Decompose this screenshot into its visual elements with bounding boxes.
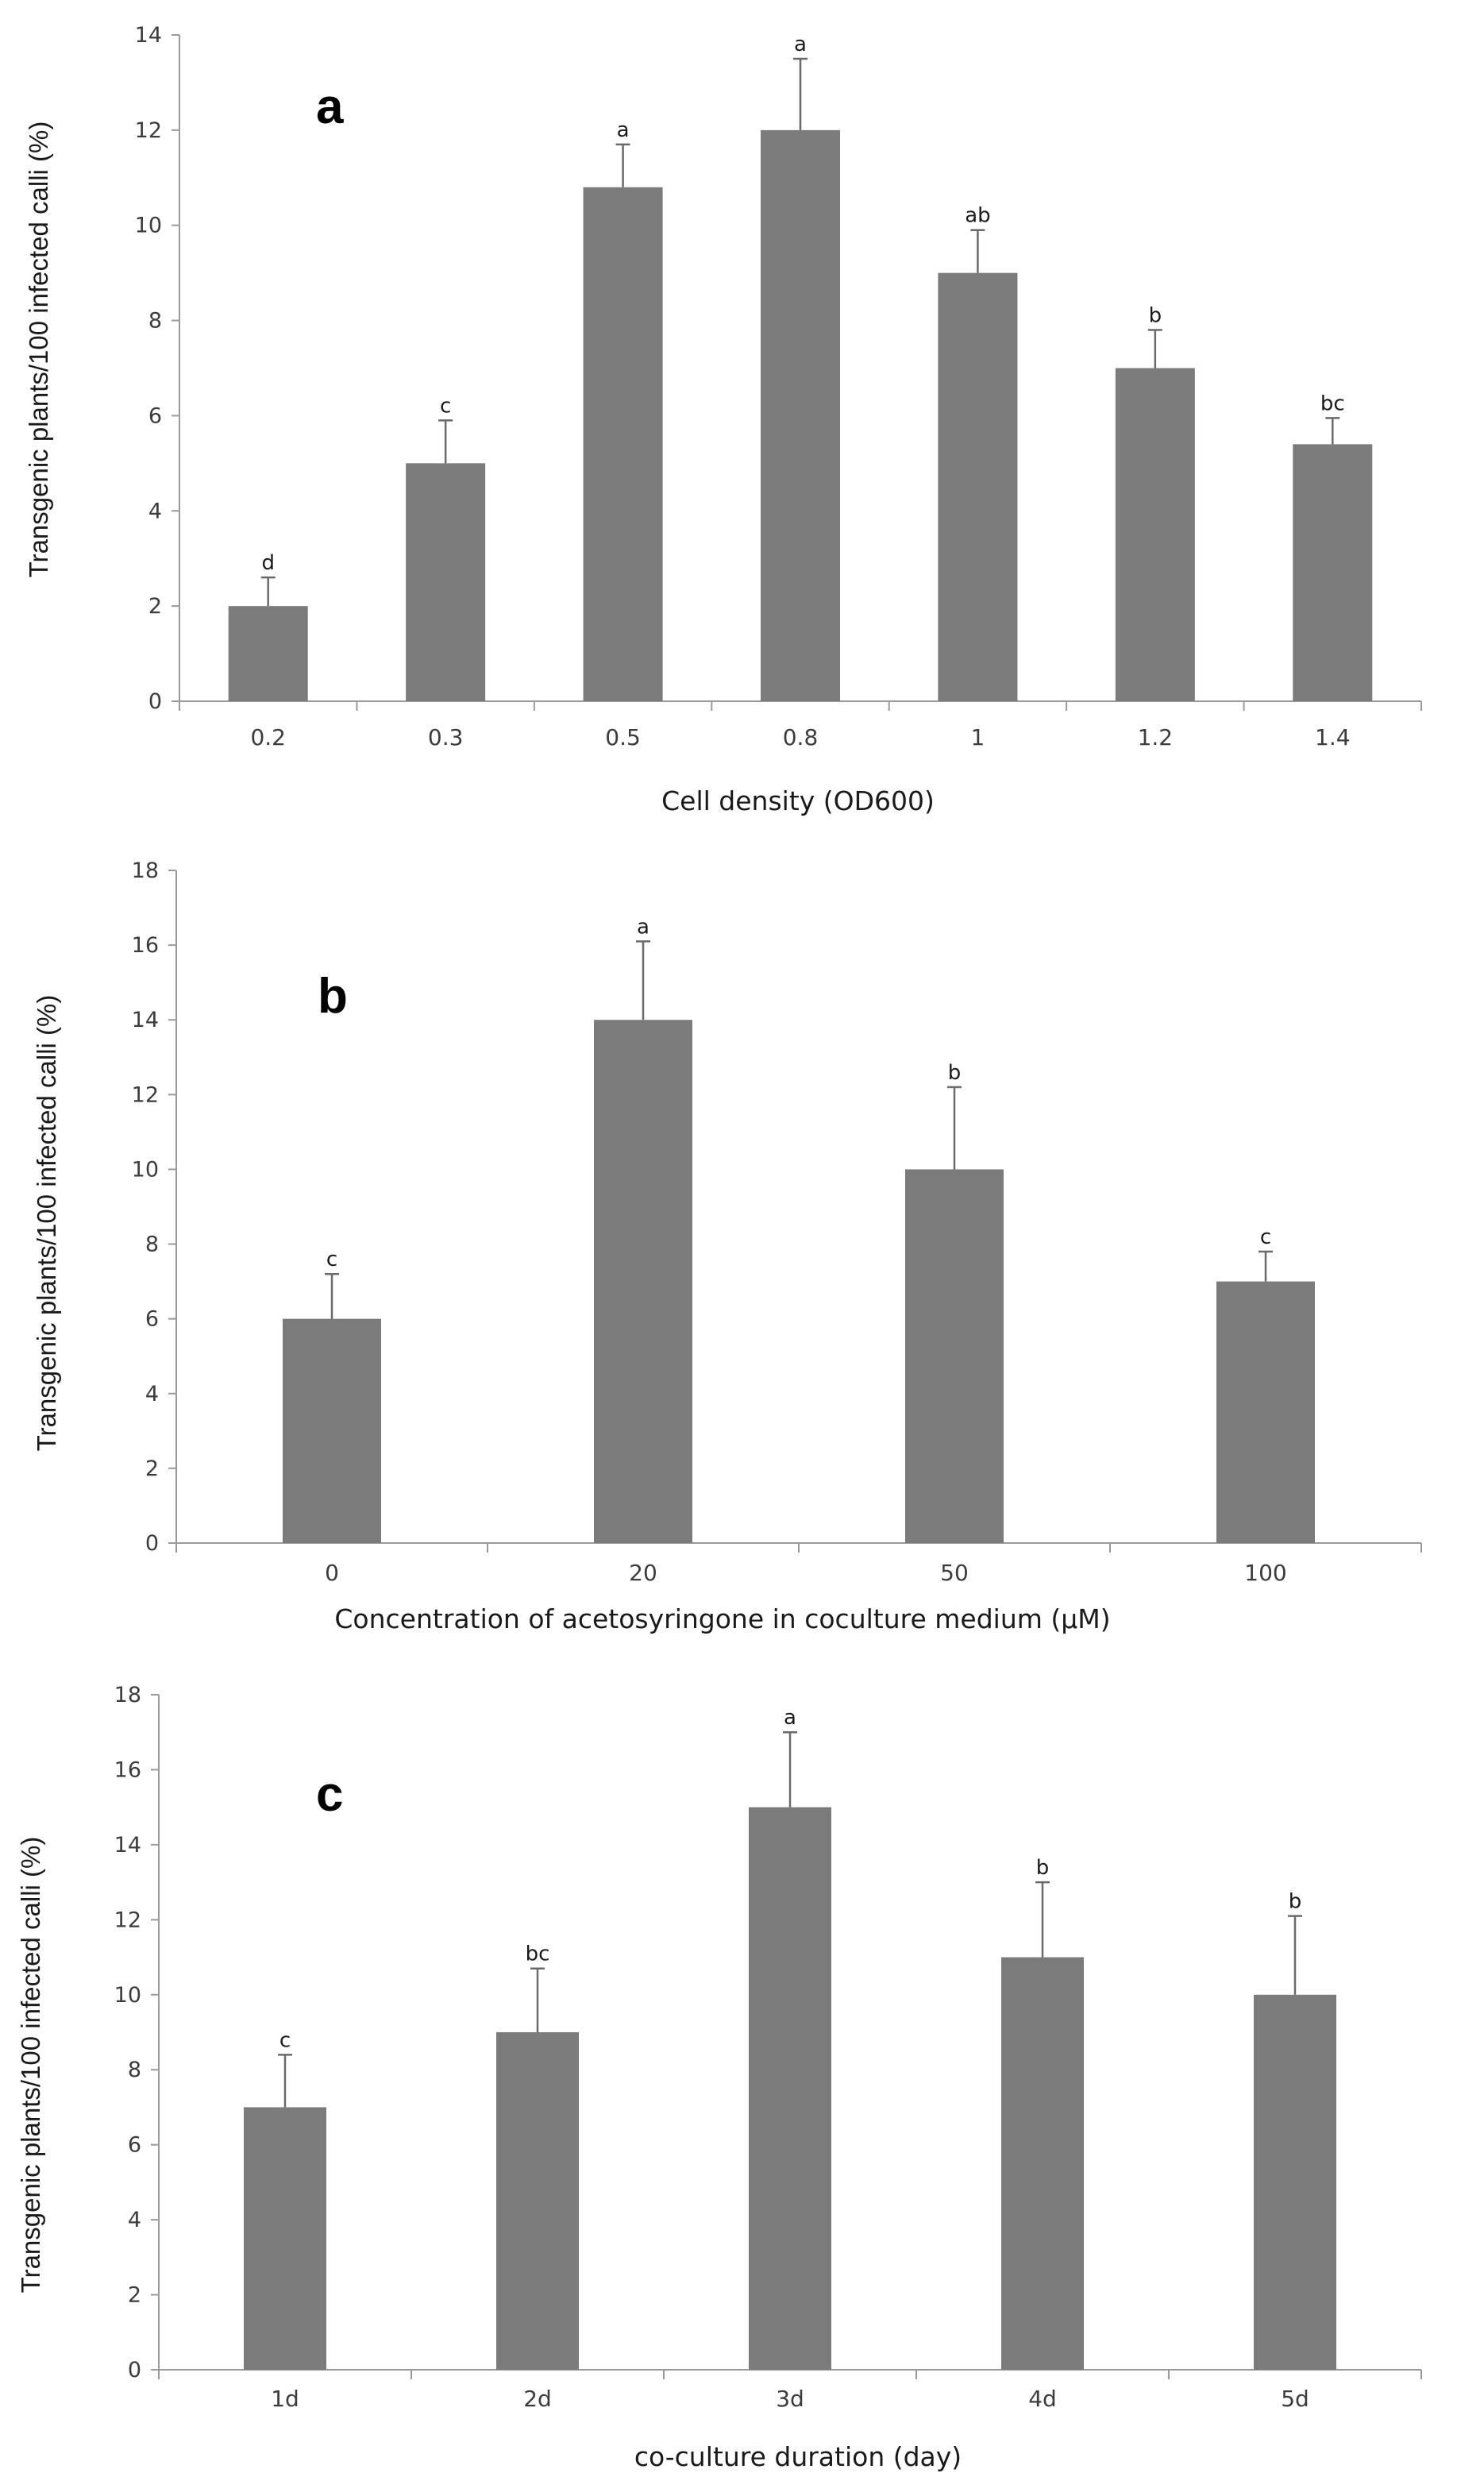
y-axis-label: Transgenic plants/100 infected calli (%) <box>16 1837 45 2294</box>
y-tick-label: 18 <box>114 1683 141 1707</box>
y-tick-label: 2 <box>148 594 162 619</box>
significance-label: a <box>794 33 807 56</box>
y-tick-label: 8 <box>128 2058 141 2082</box>
significance-label: bc <box>526 1943 550 1966</box>
x-axis-label: co-culture duration (day) <box>634 2441 962 2472</box>
significance-label: d <box>261 551 275 575</box>
y-tick-label: 10 <box>132 1157 159 1182</box>
y-tick-label: 0 <box>148 689 162 714</box>
y-tick-label: 12 <box>132 1082 159 1107</box>
x-tick-label: 0.2 <box>250 724 286 750</box>
y-tick-label: 12 <box>114 1908 141 1932</box>
x-tick-label: 0 <box>325 1560 339 1586</box>
y-axis-label: Transgenic plants/100 infected calli (%) <box>24 122 53 578</box>
x-axis-label: Cell density (OD600) <box>661 785 935 816</box>
significance-label: c <box>326 1248 337 1271</box>
bar <box>1216 1281 1315 1543</box>
bar <box>244 2107 326 2370</box>
x-tick-label: 4d <box>1028 2386 1057 2412</box>
bar <box>228 606 308 701</box>
y-tick-label: 6 <box>148 403 162 428</box>
significance-label: a <box>637 915 649 939</box>
bar <box>496 2032 579 2370</box>
bar <box>749 1807 831 2370</box>
chart-panel-b: Transgenic plants/100 infected calli (%)… <box>32 858 1422 1634</box>
significance-label: b <box>948 1061 962 1085</box>
significance-label: c <box>440 394 451 418</box>
x-tick-label: 1 <box>971 724 985 750</box>
x-axis-label: Concentration of acetosyringone in cocul… <box>334 1603 1110 1634</box>
panel-label: c <box>316 1767 343 1822</box>
y-tick-label: 6 <box>145 1307 159 1332</box>
significance-label: a <box>617 118 630 142</box>
y-axis-label: Transgenic plants/100 infected calli (%) <box>32 995 61 1452</box>
bar <box>905 1169 1004 1543</box>
significance-label: b <box>1036 1856 1050 1880</box>
x-tick-label: 20 <box>629 1560 657 1586</box>
bar <box>938 272 1018 702</box>
x-tick-label: 0.5 <box>605 724 641 750</box>
x-tick-label: 100 <box>1244 1560 1286 1586</box>
y-tick-label: 4 <box>128 2208 141 2232</box>
bar <box>1115 368 1195 701</box>
y-tick-label: 10 <box>135 214 162 238</box>
significance-label: c <box>1260 1225 1271 1249</box>
panel-label: b <box>318 969 348 1024</box>
chart-panel-a: Transgenic plants/100 infected calli (%)… <box>24 23 1422 816</box>
y-tick-label: 0 <box>128 2358 141 2382</box>
significance-label: c <box>279 2028 291 2052</box>
y-tick-label: 16 <box>114 1757 141 1782</box>
significance-label: bc <box>1320 392 1345 415</box>
y-tick-label: 6 <box>128 2133 141 2158</box>
y-tick-label: 2 <box>128 2283 141 2308</box>
y-tick-label: 8 <box>145 1233 159 1257</box>
bar <box>761 129 840 701</box>
bar <box>1254 1994 1336 2370</box>
bar <box>406 463 486 701</box>
x-tick-label: 50 <box>940 1560 969 1586</box>
y-tick-label: 14 <box>132 1008 159 1032</box>
y-tick-label: 14 <box>135 23 162 48</box>
panel-label: a <box>316 79 344 134</box>
y-tick-label: 8 <box>148 309 162 334</box>
x-tick-label: 0.8 <box>783 724 819 750</box>
chart-panel-c: Transgenic plants/100 infected calli (%)… <box>16 1683 1422 2472</box>
y-tick-label: 4 <box>148 499 162 523</box>
y-tick-label: 10 <box>114 1983 141 2008</box>
x-tick-label: 1.4 <box>1315 724 1351 750</box>
bar <box>283 1318 381 1543</box>
significance-label: ab <box>965 204 990 228</box>
x-tick-label: 1.2 <box>1138 724 1174 750</box>
y-tick-label: 2 <box>145 1456 159 1481</box>
x-tick-label: 1d <box>271 2386 299 2412</box>
y-tick-label: 4 <box>145 1382 159 1406</box>
bar <box>583 187 663 701</box>
x-tick-label: 3d <box>776 2386 804 2412</box>
significance-label: a <box>784 1706 796 1730</box>
bar <box>594 1020 692 1543</box>
y-tick-label: 14 <box>114 1833 141 1858</box>
x-tick-label: 0.3 <box>428 724 464 750</box>
x-tick-label: 5d <box>1281 2386 1309 2412</box>
bar <box>1293 444 1373 701</box>
significance-label: b <box>1149 304 1162 328</box>
bar <box>1001 1957 1084 2370</box>
y-tick-label: 0 <box>145 1531 159 1556</box>
y-tick-label: 18 <box>132 858 159 883</box>
y-tick-label: 12 <box>135 118 162 143</box>
significance-label: b <box>1289 1890 1302 1914</box>
x-tick-label: 2d <box>523 2386 552 2412</box>
y-tick-label: 16 <box>132 933 159 958</box>
